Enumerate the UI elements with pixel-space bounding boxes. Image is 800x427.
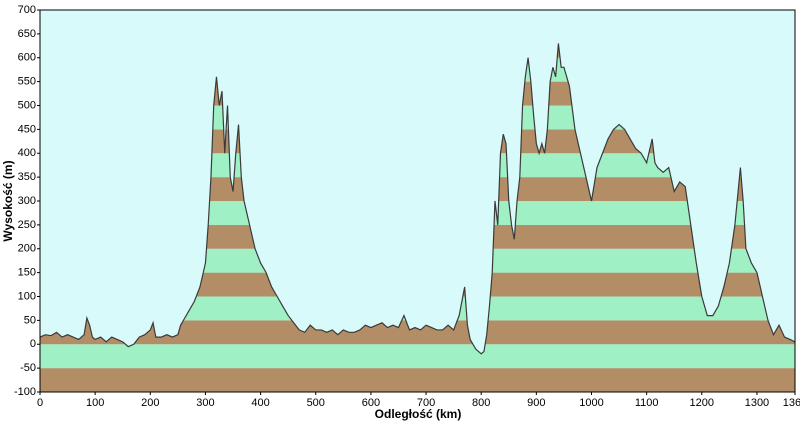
y-tick-label: 100 <box>18 290 36 302</box>
y-tick-label: 450 <box>18 123 36 135</box>
y-tick-label: 300 <box>18 195 36 207</box>
y-tick-label: 500 <box>18 99 36 111</box>
y-tick-label: -50 <box>20 362 36 374</box>
x-tick-label: 1100 <box>635 397 659 409</box>
x-tick-label: 500 <box>307 397 325 409</box>
x-tick-label: 400 <box>251 397 269 409</box>
x-tick-label: 200 <box>141 397 159 409</box>
y-tick-label: 50 <box>24 314 36 326</box>
x-tick-label: 1300 <box>745 397 769 409</box>
x-tick-label: 1200 <box>690 397 714 409</box>
y-axis-title: Wysokość (m) <box>1 160 15 241</box>
elevation-band <box>40 344 795 369</box>
y-tick-label: -100 <box>14 386 36 398</box>
x-tick-label: 100 <box>86 397 104 409</box>
y-tick-label: 400 <box>18 147 36 159</box>
x-tick-label: 700 <box>417 397 435 409</box>
y-tick-label: 650 <box>18 28 36 40</box>
y-tick-label: 550 <box>18 76 36 88</box>
x-tick-label: 800 <box>472 397 490 409</box>
x-tick-label: 900 <box>527 397 545 409</box>
x-tick-label: 1369 <box>783 397 800 409</box>
y-tick-label: 0 <box>30 338 36 350</box>
x-tick-label: 0 <box>37 397 43 409</box>
y-tick-label: 700 <box>18 4 36 16</box>
y-tick-label: 600 <box>18 52 36 64</box>
elevation-band <box>40 368 795 392</box>
x-tick-label: 300 <box>196 397 214 409</box>
elevation-band <box>40 320 795 345</box>
elevation-line <box>39 43 796 355</box>
y-tick-label: 150 <box>18 267 36 279</box>
x-tick-label: 600 <box>362 397 380 409</box>
x-tick-label: 1000 <box>579 397 603 409</box>
y-tick-label: 200 <box>18 243 36 255</box>
x-axis-title: Odległość (km) <box>375 407 462 421</box>
y-tick-label: 250 <box>18 219 36 231</box>
y-tick-label: 350 <box>18 171 36 183</box>
